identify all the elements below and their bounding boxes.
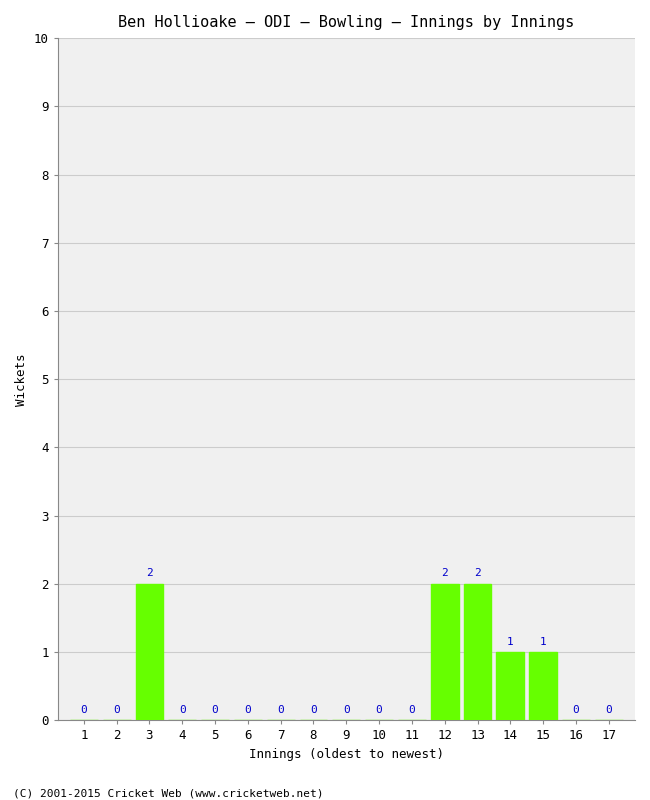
Text: 0: 0 <box>212 705 218 715</box>
Text: 0: 0 <box>343 705 350 715</box>
Text: 2: 2 <box>474 569 481 578</box>
Text: 0: 0 <box>244 705 252 715</box>
Y-axis label: Wickets: Wickets <box>15 353 28 406</box>
Bar <box>431 584 459 721</box>
Text: (C) 2001-2015 Cricket Web (www.cricketweb.net): (C) 2001-2015 Cricket Web (www.cricketwe… <box>13 788 324 798</box>
Text: 0: 0 <box>409 705 415 715</box>
Text: 0: 0 <box>376 705 382 715</box>
Title: Ben Hollioake – ODI – Bowling – Innings by Innings: Ben Hollioake – ODI – Bowling – Innings … <box>118 15 575 30</box>
Text: 0: 0 <box>310 705 317 715</box>
Text: 0: 0 <box>605 705 612 715</box>
X-axis label: Innings (oldest to newest): Innings (oldest to newest) <box>249 748 444 761</box>
Text: 2: 2 <box>146 569 153 578</box>
Text: 0: 0 <box>278 705 284 715</box>
Bar <box>135 584 163 721</box>
Text: 0: 0 <box>113 705 120 715</box>
Bar <box>529 652 557 721</box>
Bar <box>497 652 525 721</box>
Text: 2: 2 <box>441 569 448 578</box>
Text: 0: 0 <box>573 705 579 715</box>
Text: 0: 0 <box>179 705 186 715</box>
Text: 0: 0 <box>81 705 87 715</box>
Text: 1: 1 <box>507 637 514 646</box>
Text: 1: 1 <box>540 637 547 646</box>
Bar <box>463 584 491 721</box>
